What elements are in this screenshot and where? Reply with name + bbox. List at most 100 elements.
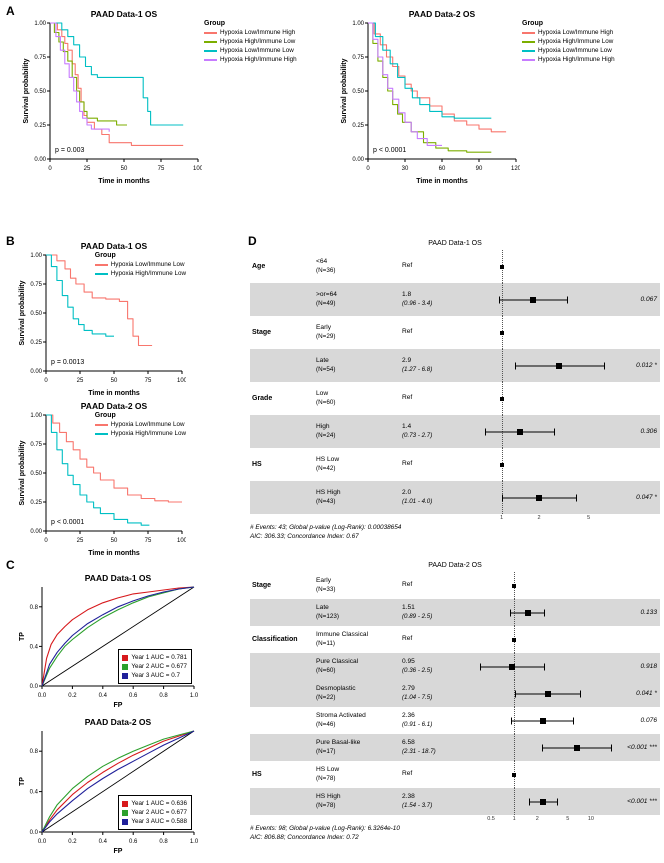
row-n: (N=17) — [316, 747, 336, 755]
legend-line-icon — [94, 272, 108, 275]
row-estimate: 2.9 (1.27 - 6.8) — [402, 357, 474, 374]
legend-label: Year 1 AUC = 0.781 — [131, 654, 187, 661]
row-level: HS High (N=43) — [316, 489, 402, 506]
legend-item: Hypoxia High/Immune Low — [522, 38, 615, 45]
row-estimate: Ref — [402, 635, 474, 644]
series-line — [41, 586, 195, 687]
forest-plot-paad-data1-os: PAAD Data-1 OS Age <64 (N=36) Ref >or=64 (N=49… — [250, 238, 660, 542]
legend: Group Hypoxia Low/Immune Low Hypoxia High/… — [94, 252, 186, 279]
row-plot — [474, 788, 614, 815]
series-line — [46, 254, 153, 347]
plot-area: PAAD Data-1 OS 0 25 50 75 100 0.00 0.25 0.50 0.75… — [20, 8, 202, 186]
row-level: Stroma Activated (N=46) — [316, 712, 402, 729]
forest-row: Stage Early (N=29) Ref — [250, 316, 660, 349]
legend: Group Hypoxia Low/Immune High Hypoxia High… — [204, 20, 297, 65]
chart-title: PAAD Data-2 OS — [408, 9, 476, 19]
x-axis-label: Time in months — [416, 178, 468, 185]
chart-body: 0 25 50 75 100 0.00 0.25 0.50 0.75 1.00 Time in mo… — [16, 412, 186, 558]
row-level-name: HS High — [316, 793, 341, 801]
p-value-label: p = 0.0013 — [51, 359, 84, 366]
row-pvalue: 0.076 — [640, 717, 657, 724]
y-tick-label: 1.00 — [34, 21, 46, 27]
row-plot — [474, 572, 614, 599]
legend-label: Hypoxia Low/Immune High — [220, 29, 296, 36]
legend-swatch-icon — [122, 672, 129, 679]
x-tick-label: 0.0 — [38, 693, 47, 699]
x-tick-label: 25 — [77, 378, 84, 384]
legend-line-icon — [204, 31, 217, 34]
series-line — [46, 254, 114, 337]
forest-row: HS High (N=43) 2.0 (1.01 - 4.0) 0.047 * — [250, 481, 660, 514]
row-pvalue: 0.047 * — [636, 494, 657, 501]
row-factor: HS — [252, 461, 262, 468]
legend-item: Hypoxia Low/Immune High — [522, 29, 615, 36]
row-level-name: Desmoplastic — [316, 685, 356, 693]
x-tick-label: 0.6 — [129, 693, 138, 699]
x-tick-label: 5 — [566, 816, 570, 822]
row-plot — [474, 283, 614, 316]
legend-item: Hypoxia Low/Immune Low — [204, 47, 297, 54]
diagonal-reference-line — [41, 730, 195, 833]
reference-line — [514, 734, 516, 761]
legend-label: Year 2 AUC = 0.677 — [131, 663, 187, 670]
legend-label: Hypoxia Low/Immune Low — [110, 421, 185, 428]
legend-label: Year 3 AUC = 0.7 — [131, 672, 180, 679]
legend-swatch-icon — [122, 818, 129, 825]
forest-row: Classification Immune Classical (N=11) Ref — [250, 626, 660, 653]
row-level: Early (N=33) — [316, 577, 402, 594]
y-tick-label: 0.75 — [34, 55, 46, 61]
row-estimate: Ref — [402, 328, 474, 337]
series-line — [46, 414, 150, 526]
x-tick-label: 0 — [366, 166, 370, 172]
legend-line-icon — [522, 40, 535, 43]
series-line — [41, 586, 195, 687]
x-tick-label: 75 — [145, 378, 152, 384]
legend-item: Year 3 AUC = 0.7 — [122, 672, 187, 679]
row-level-name: Pure Classical — [316, 658, 359, 666]
y-tick-label: 0.4 — [30, 790, 39, 796]
x-tick-label: 1.0 — [190, 839, 199, 845]
chart-title: PAAD Data-2 OS — [428, 562, 482, 569]
legend-line-icon — [204, 58, 217, 61]
row-level-name: HS High — [316, 489, 341, 497]
legend: Year 1 AUC = 0.636 Year 2 AUC = 0.677 Year… — [118, 795, 192, 830]
y-tick-label: 0.50 — [30, 471, 42, 477]
estimate-marker — [530, 296, 537, 303]
row-ci: (1.04 - 7.5) — [402, 693, 433, 701]
row-estimate-value: Ref — [402, 328, 413, 336]
legend-label: Hypoxia High/Immune High — [220, 56, 297, 63]
row-plot — [474, 734, 614, 761]
row-level: Desmoplastic (N=22) — [316, 685, 402, 702]
forest-row: >or=64 (N=49) 1.8 (0.96 - 3.4) 0.067 — [250, 283, 660, 316]
x-tick-label: 60 — [439, 166, 446, 172]
forest-row: HS HS Low (N=42) Ref — [250, 448, 660, 481]
row-level-name: Early — [316, 324, 332, 332]
estimate-marker — [524, 609, 531, 616]
row-factor: Stage — [252, 329, 272, 336]
km-plot-paad-data2-os-panel-a: PAAD Data-2 OS 0 30 60 90 120 0.00 0.25 0.50 0.75… — [338, 8, 615, 186]
legend-title: Group — [204, 20, 225, 27]
estimate-marker — [536, 494, 543, 501]
legend-swatch-icon — [122, 800, 129, 807]
row-n: (N=42) — [316, 464, 336, 472]
row-ci: (2.31 - 18.7) — [402, 747, 436, 755]
legend-label: Year 2 AUC = 0.677 — [131, 809, 187, 816]
legend-line-icon — [94, 432, 108, 435]
row-level-name: HS Low — [316, 456, 340, 464]
reference-marker — [499, 264, 504, 269]
row-pvalue: 0.306 — [640, 428, 657, 435]
legend-label: Year 3 AUC = 0.588 — [131, 818, 187, 825]
forest-footer: # Events: 98; Global p-value (Log-Rank):… — [250, 825, 400, 832]
chart-canvas: 0 30 60 90 120 0.00 0.25 0.50 0.75 1.00 Time in mo… — [341, 21, 520, 185]
row-n: (N=43) — [316, 497, 336, 505]
x-axis-label: FP — [114, 848, 123, 855]
row-estimate-value: 6.58 — [402, 739, 415, 747]
x-tick-label: 0 — [48, 166, 52, 172]
legend-item: Year 2 AUC = 0.677 — [122, 809, 187, 816]
row-estimate: Ref — [402, 581, 474, 590]
legend-swatch-icon — [122, 663, 129, 670]
row-pvalue: 0.041 * — [636, 690, 657, 697]
y-tick-label: 0.4 — [30, 644, 39, 650]
legend-item: Hypoxia Low/Immune Low — [94, 421, 186, 428]
row-level: HS Low (N=78) — [316, 766, 402, 783]
